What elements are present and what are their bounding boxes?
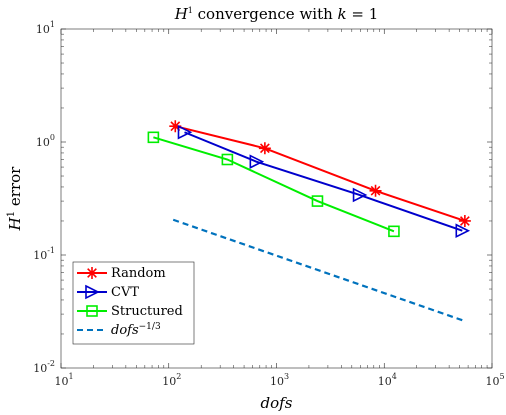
chart-title: H1 convergence with k = 1 (174, 5, 379, 23)
data-point (169, 120, 182, 133)
x-tick-label: 102 (162, 372, 181, 388)
axes-box (60, 28, 493, 369)
x-tick-label: 103 (270, 372, 289, 388)
legend-label: dofs−1/3 (111, 322, 161, 338)
legend-item: Structured (77, 304, 183, 319)
legend-item: Random (77, 266, 166, 281)
y-label-superscript: 1 (6, 211, 17, 217)
data-point (388, 225, 400, 238)
data-point (352, 187, 368, 203)
data-point (369, 184, 382, 197)
series-line (172, 218, 466, 323)
data-point (455, 223, 471, 239)
y-tick-label: 100 (36, 133, 55, 149)
series-layer (147, 120, 471, 323)
data-point (258, 142, 271, 155)
data-point (311, 195, 324, 207)
data-point (249, 154, 265, 169)
x-tick-label: 104 (378, 372, 397, 388)
title-k: k (338, 5, 347, 23)
title-symbol: H (174, 5, 189, 23)
data-point (221, 153, 234, 166)
data-point (147, 131, 160, 144)
y-tick-label: 101 (36, 20, 55, 36)
title-text: convergence with (193, 5, 338, 23)
series-3 (172, 218, 466, 323)
axis-ticks: 101 102 103 104 105 10-2 10-1 100 101 (33, 20, 504, 388)
series-line (184, 131, 463, 232)
legend-label: CVT (111, 285, 139, 300)
title-superscript: 1 (188, 6, 193, 15)
y-label-symbol: H (6, 216, 24, 231)
data-point (458, 214, 471, 227)
y-tick-label: 10-1 (33, 246, 55, 262)
legend-marker (86, 305, 98, 317)
legend-item: CVT (77, 284, 139, 300)
legend-label: Random (111, 266, 166, 281)
legend-items: Random CVT Structured dofs−1/3 (77, 266, 183, 338)
legend: Random CVT Structured dofs−1/3 (72, 261, 195, 345)
series-line (153, 136, 395, 233)
y-tick-label: 10-2 (33, 359, 55, 375)
legend-label: Structured (111, 304, 183, 319)
data-point (177, 124, 193, 140)
y-axis-label: H1 error (6, 166, 24, 231)
x-axis-label: dofs (261, 394, 293, 412)
series-1 (177, 124, 471, 239)
y-label-text: error (6, 166, 24, 211)
series-line (175, 125, 466, 222)
x-tick-label: 101 (54, 372, 73, 388)
legend-marker (85, 284, 100, 300)
legend-box (72, 261, 195, 345)
series-0 (169, 120, 471, 227)
series-2 (147, 131, 400, 238)
legend-item: dofs−1/3 (77, 322, 161, 338)
title-equals: = 1 (347, 5, 379, 23)
legend-marker (86, 267, 98, 279)
x-tick-label: 105 (485, 372, 504, 388)
